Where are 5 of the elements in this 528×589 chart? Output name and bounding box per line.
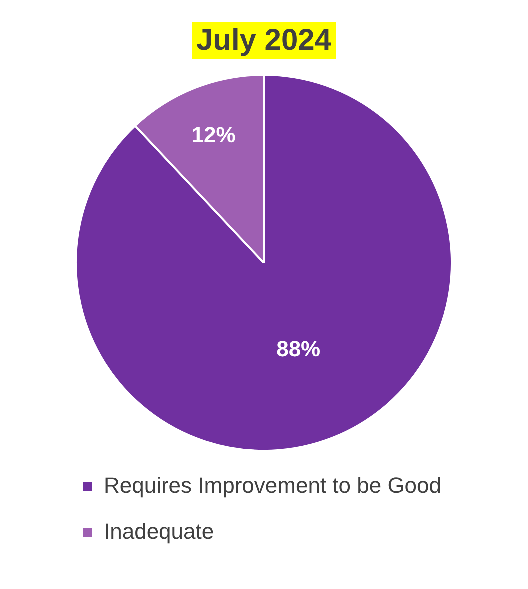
data-label: 88% <box>276 336 321 362</box>
chart-title: July 2024 <box>192 22 336 59</box>
legend-label: Requires Improvement to be Good <box>104 473 442 498</box>
data-label: 12% <box>192 122 236 148</box>
legend-label: Inadequate <box>104 519 214 544</box>
